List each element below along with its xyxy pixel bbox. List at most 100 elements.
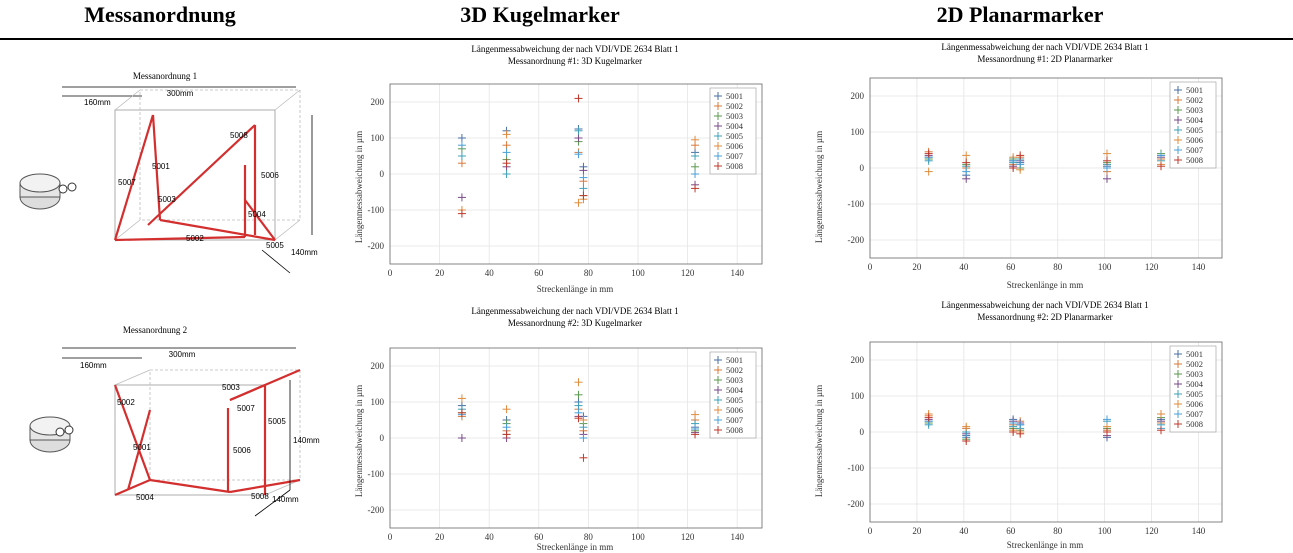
x-tick-label: 100 — [631, 268, 645, 278]
legend-label: 5006 — [1186, 135, 1203, 145]
data-point — [691, 135, 700, 144]
dim-label-300: 300mm — [167, 89, 194, 98]
x-tick-label: 140 — [730, 532, 744, 542]
measurement-lines — [113, 114, 276, 242]
diagram-messanordnung-2: Messanordnung 2 160mm 300mm 5001 5002 50… — [0, 300, 350, 545]
legend-marker — [1174, 86, 1182, 94]
x-tick-label: 0 — [868, 526, 873, 536]
label-5005: 5005 — [266, 241, 284, 250]
legend-label: 5004 — [726, 121, 744, 131]
data-point — [502, 170, 511, 178]
diagram-messanordnung-1: Messanordnung 1 160mm 300mm 5001 5002 50… — [0, 45, 350, 290]
legend-marker — [714, 396, 722, 404]
legend-label: 5005 — [726, 395, 743, 405]
legend-marker — [714, 132, 722, 140]
data-point — [457, 434, 466, 442]
data-point — [579, 423, 588, 432]
y-tick-label: 100 — [851, 391, 865, 401]
data-point — [1016, 151, 1025, 160]
x-tick-label: 80 — [1053, 526, 1063, 536]
legend-marker — [714, 366, 722, 374]
y-tick-label: -100 — [848, 199, 865, 209]
x-axis-label: Streckenlänge in mm — [1007, 540, 1083, 550]
legend-label: 5002 — [726, 365, 743, 375]
x-tick-label: 20 — [435, 532, 445, 542]
box-edge — [114, 219, 141, 241]
legend-label: 5007 — [726, 151, 743, 161]
x-tick-label: 40 — [485, 532, 495, 542]
data-point — [1016, 160, 1025, 169]
data-point — [1016, 420, 1025, 429]
box-edge — [114, 369, 151, 386]
y-tick-label: 200 — [851, 355, 865, 365]
plot-frame — [389, 83, 763, 265]
dim-label-140-depth: 140mm — [272, 495, 299, 504]
legend-label: 5005 — [726, 131, 743, 141]
legend-marker — [1174, 146, 1182, 154]
data-point — [579, 416, 588, 424]
data-point — [574, 198, 583, 207]
label-5002: 5002 — [117, 398, 135, 407]
y-tick-label: 0 — [380, 169, 385, 179]
data-point — [574, 134, 583, 142]
legend-label: 5007 — [1186, 145, 1203, 155]
x-tick-label: 60 — [534, 268, 544, 278]
data-point — [457, 159, 466, 168]
data-point — [962, 167, 971, 176]
data-point — [457, 134, 466, 142]
y-tick-label: -100 — [368, 205, 385, 215]
x-tick-label: 100 — [631, 532, 645, 542]
plot-frame — [389, 347, 763, 529]
legend-marker — [1174, 106, 1182, 114]
data-point — [1156, 151, 1165, 160]
chart-1-3d-kugelmarker: Längenmessabweichung der nach VDI/VDE 26… — [354, 44, 763, 294]
y-tick-label: 0 — [860, 163, 865, 173]
plot-frame — [869, 341, 1223, 523]
label-5007: 5007 — [237, 404, 255, 413]
data-point — [1156, 162, 1165, 171]
dim-line-depth — [254, 489, 291, 517]
data-point — [502, 159, 511, 168]
y-tick-label: 100 — [371, 397, 385, 407]
data-point — [1009, 156, 1018, 165]
legend-label: 5008 — [726, 425, 743, 435]
label-5008: 5008 — [251, 492, 269, 501]
data-point — [962, 422, 971, 431]
y-tick-label: 0 — [860, 427, 865, 437]
measurement-lines — [113, 368, 301, 497]
legend-marker — [1174, 370, 1182, 378]
legend-label: 5001 — [1186, 85, 1203, 95]
x-tick-label: 140 — [1192, 262, 1206, 272]
box-front — [114, 109, 276, 241]
chart-subtitle: Messanordnung #2: 2D Planarmarker — [977, 312, 1112, 322]
x-axis-label: Streckenlänge in mm — [537, 284, 613, 294]
legend-marker — [714, 152, 722, 160]
data-point — [574, 126, 583, 135]
legend-label: 5007 — [1186, 409, 1203, 419]
legend-label: 5006 — [726, 141, 743, 151]
y-axis-label: Längenmessabweichung in µm — [814, 385, 824, 497]
chart-panel-4: Längenmessabweichung der nach VDI/VDE 26… — [810, 298, 1240, 553]
box-edge — [274, 219, 301, 241]
x-tick-label: 80 — [584, 268, 594, 278]
x-tick-label: 40 — [485, 268, 495, 278]
x-tick-label: 140 — [730, 268, 744, 278]
legend-label: 5005 — [1186, 125, 1203, 135]
legend-label: 5007 — [726, 415, 743, 425]
x-tick-label: 80 — [1053, 262, 1063, 272]
label-5008: 5008 — [230, 131, 248, 140]
dim-line-depth — [261, 249, 291, 274]
x-tick-label: 40 — [959, 526, 969, 536]
data-point — [574, 401, 583, 410]
data-point — [924, 149, 933, 158]
legend-marker — [1174, 350, 1182, 358]
data-point — [962, 158, 971, 167]
y-tick-label: 200 — [371, 361, 385, 371]
legend-label: 5008 — [1186, 155, 1203, 165]
data-point — [457, 408, 466, 417]
chart-panel-1: Längenmessabweichung der nach VDI/VDE 26… — [350, 42, 780, 297]
x-tick-label: 60 — [534, 532, 544, 542]
